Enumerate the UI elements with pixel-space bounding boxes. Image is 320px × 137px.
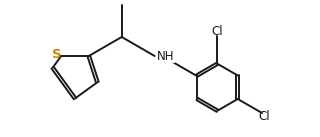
Text: S: S (52, 48, 62, 62)
Text: Cl: Cl (258, 110, 270, 123)
Text: NH: NH (157, 50, 175, 63)
Text: Cl: Cl (212, 25, 223, 38)
